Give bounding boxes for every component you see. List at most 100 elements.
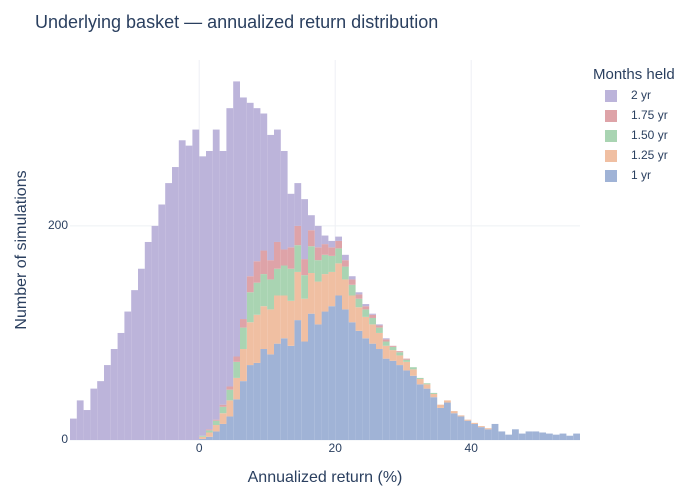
histogram-bar	[382, 339, 390, 342]
histogram-bar	[274, 295, 281, 344]
histogram-bar	[246, 322, 254, 366]
histogram-bar	[280, 265, 288, 296]
histogram-bar	[301, 199, 308, 260]
histogram-bar	[389, 345, 397, 347]
histogram-bar	[314, 247, 322, 261]
histogram-bar	[457, 416, 465, 440]
histogram-bar	[138, 268, 145, 440]
histogram-bar	[362, 309, 370, 317]
histogram-bar	[280, 249, 288, 266]
legend-swatch	[605, 110, 617, 122]
histogram-bar	[294, 271, 302, 321]
histogram-bar	[233, 399, 240, 440]
histogram-bar	[144, 241, 152, 440]
histogram-bar	[212, 420, 220, 426]
histogram-bar	[546, 433, 553, 440]
histogram-bar	[410, 367, 417, 370]
histogram-bar	[437, 404, 444, 408]
histogram-bar	[430, 393, 438, 398]
histogram-bar	[199, 438, 206, 440]
legend-swatch	[605, 130, 617, 142]
histogram-bar	[226, 416, 234, 440]
histogram-bar	[369, 313, 376, 315]
histogram-bar	[355, 330, 363, 440]
histogram-bar	[505, 434, 512, 440]
histogram-bar	[206, 150, 213, 430]
histogram-bar	[552, 434, 560, 440]
histogram-bar	[362, 338, 370, 440]
histogram-bar	[566, 435, 574, 440]
histogram-bar	[165, 183, 172, 441]
histogram-bar	[267, 279, 274, 310]
histogram-bar	[185, 145, 193, 441]
histogram-bar	[260, 306, 268, 350]
histogram-bar	[199, 436, 206, 439]
histogram-bar	[348, 295, 356, 323]
histogram-bar	[471, 422, 478, 424]
histogram-bar	[321, 244, 329, 255]
histogram-bar	[396, 355, 404, 366]
histogram-bar	[246, 292, 254, 323]
histogram-bar	[382, 358, 390, 440]
histogram-bar	[478, 427, 485, 440]
histogram-bar	[314, 225, 322, 248]
histogram-bar	[403, 359, 410, 362]
x-axis-title: Annualized return (%)	[248, 469, 403, 486]
histogram-bar	[335, 263, 342, 296]
histogram-bar	[498, 431, 506, 440]
histogram-bar	[280, 295, 288, 339]
histogram-bar	[342, 279, 349, 310]
histogram-bar	[491, 423, 499, 440]
histogram-bar	[253, 314, 261, 363]
histogram-bar	[267, 309, 274, 355]
histogram-bar	[376, 327, 383, 333]
histogram-bar	[539, 432, 546, 440]
histogram-bar	[328, 247, 336, 256]
histogram-bar	[321, 311, 329, 440]
histogram-bar	[376, 332, 383, 350]
histogram-bar	[308, 230, 315, 247]
histogram-bar	[260, 113, 268, 251]
histogram-bar	[484, 428, 492, 430]
histogram-bar	[226, 400, 234, 417]
histogram-bar	[396, 365, 404, 440]
histogram-bar	[335, 248, 342, 264]
histogram-bar	[348, 322, 356, 440]
histogram-bar	[206, 432, 213, 437]
histogram-bar	[416, 384, 424, 440]
histogram-bar	[410, 369, 417, 376]
histogram-bar	[348, 279, 356, 285]
histogram-bar	[362, 304, 370, 307]
histogram-bar	[280, 150, 288, 250]
histogram-bar	[321, 274, 329, 312]
histogram-bar	[280, 338, 288, 440]
histogram-bar	[301, 275, 308, 299]
histogram-bar	[219, 413, 227, 424]
histogram-bar	[342, 266, 349, 280]
histogram-bar	[450, 411, 458, 414]
histogram-bar	[131, 290, 138, 440]
histogram-bar	[104, 365, 111, 440]
histogram-bar	[274, 129, 281, 242]
x-tick-label: 40	[465, 441, 479, 455]
histogram-bar	[314, 281, 322, 325]
histogram-bar	[226, 386, 234, 390]
histogram-bar	[450, 413, 458, 440]
legend-swatch	[605, 90, 617, 102]
y-axis-title: Number of simulations	[13, 170, 30, 329]
histogram-bar	[403, 370, 410, 440]
histogram-bar	[124, 311, 132, 440]
histogram-bar	[512, 429, 519, 440]
chart-title: Underlying basket — annualized return di…	[35, 12, 438, 32]
histogram-bar	[274, 268, 281, 296]
histogram-bar	[335, 240, 342, 249]
histogram-bar	[471, 423, 478, 440]
histogram-bar	[382, 338, 390, 340]
histogram-bar	[192, 129, 200, 441]
histogram-bar	[396, 351, 404, 353]
histogram-bar	[348, 276, 356, 280]
histogram-bar	[369, 314, 376, 318]
histogram-bar	[376, 325, 383, 328]
histogram-bar	[178, 140, 186, 441]
histogram-bar	[444, 402, 451, 440]
